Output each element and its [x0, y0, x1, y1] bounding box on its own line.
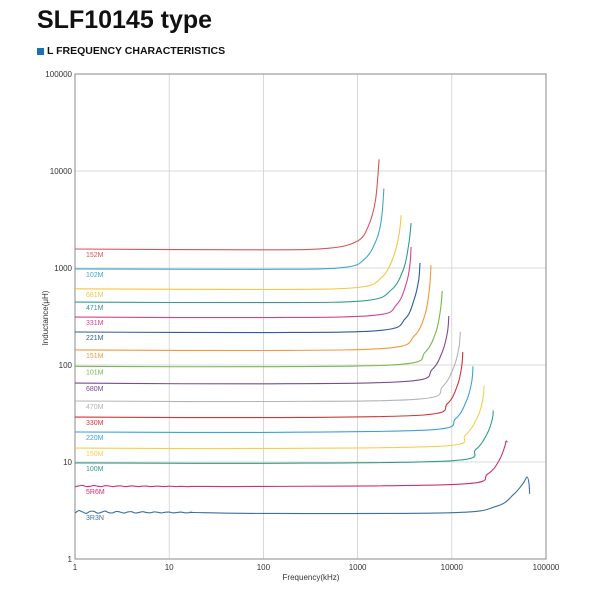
series-line-471m — [74, 223, 412, 304]
series-label-221m: 221M — [86, 335, 104, 342]
series-line-680m — [74, 315, 450, 385]
grid — [75, 74, 546, 559]
series-line-331m — [74, 246, 412, 319]
y-tick-label: 100 — [59, 361, 73, 370]
chart-section-heading: L FREQUENCY CHARACTERISTICS — [37, 45, 225, 57]
series-label-220m: 220M — [86, 435, 104, 442]
series-label-101m: 101M — [86, 369, 104, 376]
series-line-330m — [74, 351, 464, 419]
series-line-220m — [74, 366, 474, 434]
series-line-221m — [74, 262, 421, 334]
x-tick-label: 1 — [73, 563, 78, 572]
x-tick-label: 100 — [257, 563, 271, 572]
y-tick-label: 1 — [68, 555, 73, 564]
series-label-3r3n: 3R3N — [86, 515, 104, 522]
x-axis-label: Frequency(kHz) — [283, 573, 340, 582]
y-tick-label: 100000 — [45, 70, 72, 79]
series-line-681m — [74, 215, 402, 291]
series-label-152m: 152M — [86, 252, 104, 259]
series-line-152m — [74, 159, 380, 251]
section-square-icon — [37, 47, 44, 55]
x-tick-label: 10000 — [441, 563, 464, 572]
x-tick-label: 10 — [165, 563, 174, 572]
series-line-150m — [74, 385, 485, 450]
series-labels: 152M 102M 681M 471M 331M 221M 151M 101M 680M 470M… — [86, 252, 105, 522]
series-label-470m: 470M — [86, 404, 104, 411]
series-label-151m: 151M — [86, 353, 104, 360]
plot-frame — [74, 73, 547, 560]
series-label-150m: 150M — [86, 451, 104, 458]
series-line-5r6m — [74, 440, 508, 488]
series-group — [74, 159, 531, 515]
series-line-102m — [74, 188, 385, 270]
series-label-102m: 102M — [86, 272, 104, 279]
axes: 1 10 100 1000 10000 100000 1 10 100 1000 10000 1000… — [45, 70, 560, 572]
series-label-5r6m: 5R6M — [86, 489, 105, 496]
page-title: SLF10145 type — [37, 6, 213, 34]
series-label-471m: 471M — [86, 305, 104, 312]
series-line-151m — [74, 265, 432, 352]
x-tick-label: 1000 — [349, 563, 367, 572]
series-label-681m: 681M — [86, 292, 104, 299]
series-label-330m: 330M — [86, 420, 104, 427]
series-label-680m: 680M — [86, 386, 104, 393]
x-tick-label: 100000 — [533, 563, 560, 572]
series-line-101m — [74, 290, 443, 368]
series-label-100m: 100M — [86, 466, 104, 473]
series-line-3r3n — [74, 476, 531, 515]
chart-title: L FREQUENCY CHARACTERISTICS — [47, 45, 226, 57]
y-tick-label: 1000 — [54, 264, 72, 273]
y-axis-label: Inductance(μH) — [41, 290, 50, 345]
y-tick-label: 10000 — [50, 167, 73, 176]
series-label-331m: 331M — [86, 320, 104, 327]
series-line-470m — [74, 331, 461, 403]
series-line-100m — [74, 410, 494, 464]
y-tick-label: 10 — [63, 458, 72, 467]
